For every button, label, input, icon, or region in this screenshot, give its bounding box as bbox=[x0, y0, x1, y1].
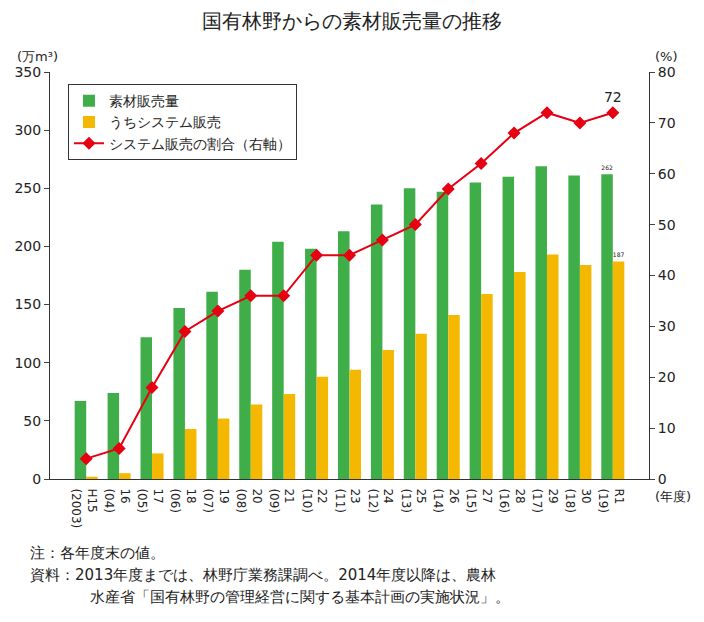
svg-text:27(15): 27(15) bbox=[464, 488, 494, 513]
svg-text:29(17): 29(17) bbox=[530, 488, 560, 513]
svg-text:300: 300 bbox=[14, 122, 41, 138]
svg-text:50: 50 bbox=[23, 413, 41, 429]
svg-text:20(08): 20(08) bbox=[234, 488, 264, 513]
svg-text:25(13): 25(13) bbox=[399, 488, 429, 513]
svg-text:17(05): 17(05) bbox=[135, 488, 165, 513]
svg-text:70: 70 bbox=[658, 115, 676, 131]
svg-text:200: 200 bbox=[14, 238, 41, 254]
svg-text:16(04): 16(04) bbox=[102, 488, 132, 513]
svg-text:30(18): 30(18) bbox=[563, 488, 593, 513]
svg-text:26(14): 26(14) bbox=[431, 488, 461, 513]
svg-text:20: 20 bbox=[658, 369, 676, 385]
svg-text:60: 60 bbox=[658, 166, 676, 182]
svg-text:100: 100 bbox=[14, 355, 41, 371]
html-text:注：各年度末の値。: 注：各年度末の値。 bbox=[30, 544, 165, 562]
svg-text:素材販売量: 素材販売量 bbox=[109, 93, 179, 109]
svg-text:23(11): 23(11) bbox=[333, 488, 363, 513]
svg-text:19(07): 19(07) bbox=[201, 488, 231, 513]
svg-text:(%): (%) bbox=[655, 49, 678, 64]
svg-text:28(16): 28(16) bbox=[497, 488, 527, 513]
svg-text:(万m³): (万m³) bbox=[17, 49, 58, 64]
svg-text:18(06): 18(06) bbox=[168, 488, 198, 513]
svg-text:H15(2003): H15(2003) bbox=[69, 488, 99, 528]
svg-text:350: 350 bbox=[14, 64, 41, 80]
svg-text:24(12): 24(12) bbox=[366, 488, 396, 513]
svg-text:80: 80 bbox=[658, 64, 676, 80]
svg-text:250: 250 bbox=[14, 180, 41, 196]
svg-text:30: 30 bbox=[658, 318, 676, 334]
html-text:資料：2013年度までは、林野庁業務課調べ。2014年度以降: 資料：2013年度までは、林野庁業務課調べ。2014年度以降は、農林 bbox=[30, 566, 497, 584]
svg-text:うちシステム販売: うちシステム販売 bbox=[109, 114, 221, 130]
svg-text:10: 10 bbox=[658, 420, 676, 436]
svg-text:(年度): (年度) bbox=[655, 489, 691, 504]
svg-text:150: 150 bbox=[14, 296, 41, 312]
svg-text:72: 72 bbox=[604, 89, 622, 105]
svg-text:50: 50 bbox=[658, 217, 676, 233]
svg-text:0: 0 bbox=[658, 471, 667, 487]
svg-text:R1(19): R1(19) bbox=[596, 488, 626, 513]
svg-text:40: 40 bbox=[658, 267, 676, 283]
svg-text:21(09): 21(09) bbox=[267, 488, 297, 513]
svg-text:262: 262 bbox=[601, 164, 613, 171]
svg-text:22(10): 22(10) bbox=[300, 488, 330, 513]
html-text:水産省「国有林野の管理経営に関する基本計画の実施状況」。: 水産省「国有林野の管理経営に関する基本計画の実施状況」。 bbox=[90, 588, 510, 606]
svg-text:システム販売の割合（右軸）: システム販売の割合（右軸） bbox=[109, 136, 291, 152]
svg-text:0: 0 bbox=[32, 471, 41, 487]
svg-text:187: 187 bbox=[613, 251, 625, 258]
svg-text:国有林野からの素材販売量の推移: 国有林野からの素材販売量の推移 bbox=[202, 9, 502, 33]
